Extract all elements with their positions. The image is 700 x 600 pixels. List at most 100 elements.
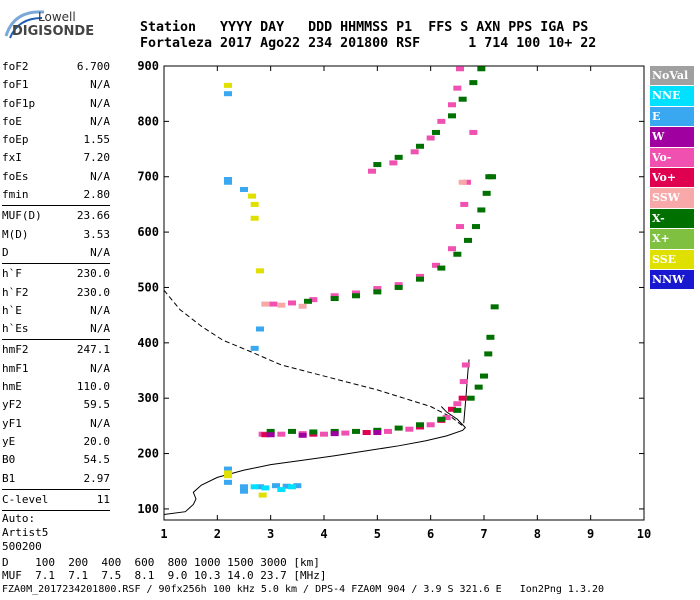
param-row: yE 20.0	[2, 433, 110, 451]
legend-item-ssw: SSW	[650, 188, 694, 209]
data-point-vo-	[269, 301, 278, 307]
x-tick-label: 3	[267, 527, 274, 541]
param-label: fxI	[2, 151, 22, 165]
data-point-x-	[309, 429, 318, 435]
data-point-vo-	[461, 362, 470, 368]
data-point-vo-	[442, 415, 451, 421]
y-tick-label: 900	[137, 59, 159, 73]
param-value: N/A	[90, 303, 110, 317]
profile-solid-line-top	[463, 359, 470, 424]
param-label: h`F2	[2, 285, 29, 299]
autoscale-text: 500200	[2, 540, 42, 554]
data-point-vo-	[426, 422, 435, 428]
muf-row: MUF 7.1 7.1 7.5 8.1 9.0 10.3 14.0 23.7 […	[2, 569, 327, 582]
data-point-vo-	[277, 431, 286, 437]
data-point-e	[224, 479, 232, 485]
x-tick-label: 9	[587, 527, 594, 541]
y-tick-label: 400	[137, 336, 159, 350]
param-separator	[2, 339, 110, 341]
data-point-nne	[288, 484, 296, 490]
data-point-vo-	[384, 428, 392, 434]
param-row: h`F2 230.0	[2, 284, 110, 302]
data-point-e	[293, 483, 302, 489]
data-point-e	[240, 186, 248, 192]
x-tick-label: 1	[160, 527, 167, 541]
param-row: h`E N/A	[2, 302, 110, 320]
data-point-x-	[373, 289, 382, 295]
data-point-vo-	[432, 262, 440, 268]
data-point-x-	[373, 162, 382, 168]
param-row: D N/A	[2, 244, 110, 262]
legend-item-vo-: Vo-	[650, 147, 694, 168]
param-label: h`E	[2, 303, 22, 317]
y-tick-label: 800	[137, 114, 159, 128]
data-point-vo-	[410, 149, 419, 155]
param-label: MUF(D)	[2, 209, 42, 223]
data-point-x-	[453, 407, 462, 413]
data-point-e	[240, 488, 248, 494]
data-point-x-	[472, 224, 480, 230]
param-label: C-level	[2, 492, 49, 506]
param-row: B0 54.5	[2, 451, 110, 469]
param-separator	[2, 488, 110, 490]
legend-item-nnw: NNW	[650, 269, 694, 291]
param-value: 23.66	[76, 209, 110, 223]
data-point-e	[224, 466, 232, 472]
param-row: C-level 11	[2, 491, 110, 509]
data-point-vo-	[456, 224, 464, 230]
param-value: 7.20	[83, 151, 111, 165]
param-row: yF1 N/A	[2, 415, 110, 433]
param-value: 2.97	[83, 471, 111, 485]
x-tick-label: 10	[637, 527, 651, 541]
data-point-vo-	[462, 179, 471, 185]
data-point-vo-	[469, 129, 478, 135]
data-point-w	[266, 432, 275, 438]
data-point-vo-	[389, 160, 398, 166]
data-point-vo-	[352, 290, 360, 296]
data-point-x-	[448, 113, 456, 119]
data-point-nne	[250, 484, 259, 490]
param-value: N/A	[90, 169, 110, 183]
data-point-vo-	[309, 297, 318, 303]
x-tick-label: 4	[320, 527, 327, 541]
data-point-vo-	[405, 426, 414, 432]
data-point-x-	[416, 422, 424, 428]
param-label: hmF1	[2, 361, 29, 375]
data-point-nne	[261, 485, 270, 491]
data-point-vo-	[426, 135, 435, 141]
param-value: 1.55	[83, 133, 111, 147]
data-point-vo-	[362, 430, 371, 436]
param-row: foEp 1.55	[2, 131, 110, 149]
param-label: yF2	[2, 398, 22, 412]
data-point-sse	[248, 193, 256, 199]
legend-item-vo-: Vo+	[650, 167, 694, 189]
data-point-x-	[304, 298, 312, 304]
data-point-sse	[258, 492, 267, 498]
param-value: 11	[96, 492, 110, 506]
data-point-sse	[224, 82, 232, 88]
x-tick-label: 2	[214, 527, 221, 541]
data-point-vo-	[448, 102, 456, 108]
data-point-vo-	[261, 432, 270, 438]
param-label: foF1p	[2, 96, 36, 110]
y-tick-label: 100	[137, 502, 159, 516]
y-tick-label: 300	[137, 391, 159, 405]
profile-solid-line	[163, 406, 467, 515]
data-point-x-	[266, 428, 275, 434]
param-row: foF2 6.700	[2, 58, 110, 76]
legend-item-x-: X+	[650, 229, 694, 250]
param-row: fmin 2.80	[2, 186, 110, 204]
data-point-ssw	[277, 302, 286, 308]
data-point-x-	[464, 237, 472, 243]
data-point-nne	[277, 487, 286, 493]
data-point-x-	[453, 251, 462, 257]
data-point-vo-	[437, 118, 446, 124]
data-point-sse	[256, 268, 264, 274]
y-tick-label: 500	[137, 280, 159, 294]
data-point-vo-	[341, 430, 350, 436]
param-label: foEp	[2, 133, 29, 147]
data-point-x-	[352, 293, 360, 299]
param-row: yF2 59.5	[2, 396, 110, 414]
param-value: 2.80	[83, 188, 111, 202]
